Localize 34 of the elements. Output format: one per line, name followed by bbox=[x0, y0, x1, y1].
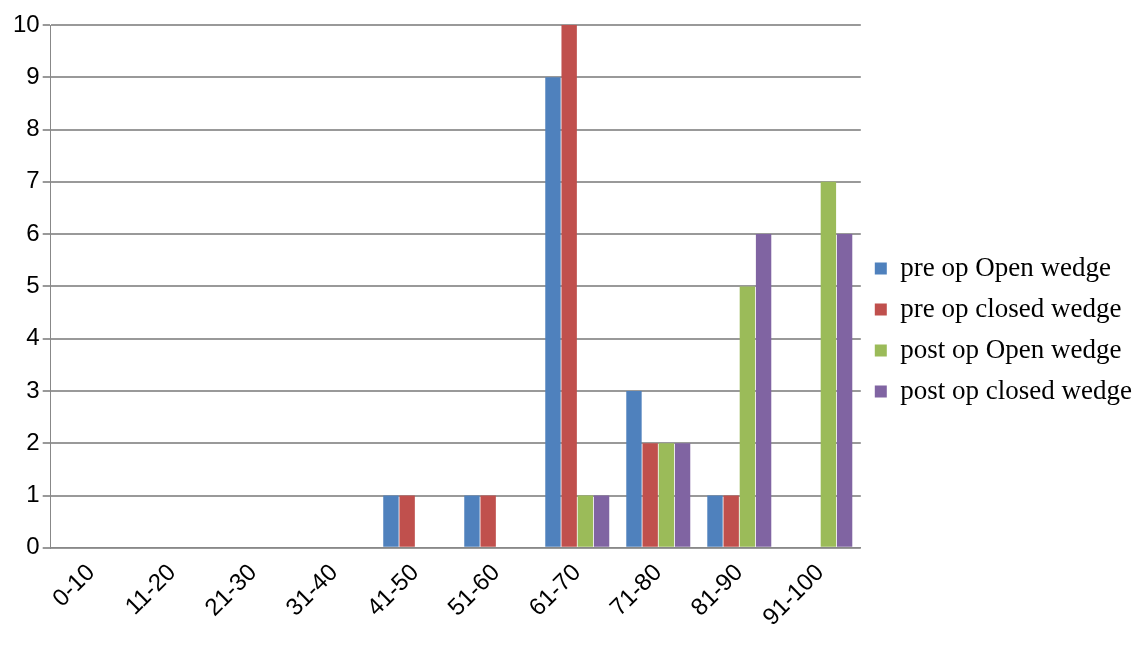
bar bbox=[723, 495, 739, 547]
x-tick-label: 0-10 bbox=[46, 558, 100, 612]
y-tick-label: 0 bbox=[26, 532, 40, 560]
y-tick-label: 8 bbox=[26, 114, 40, 142]
bar bbox=[674, 443, 691, 547]
legend-label: post op closed wedge bbox=[900, 374, 1133, 405]
y-tick-label: 3 bbox=[26, 375, 40, 403]
y-tick-label: 7 bbox=[26, 166, 40, 194]
bar bbox=[820, 181, 837, 547]
y-tick-label: 4 bbox=[26, 323, 40, 351]
y-tick-label: 2 bbox=[26, 427, 40, 455]
y-tick-label: 6 bbox=[26, 218, 40, 246]
bar bbox=[658, 443, 675, 547]
legend-label: pre op closed wedge bbox=[900, 292, 1122, 323]
bar bbox=[480, 495, 496, 547]
y-tick-label: 9 bbox=[26, 61, 40, 89]
bar bbox=[464, 495, 480, 547]
bar bbox=[399, 495, 415, 547]
bar bbox=[383, 495, 399, 547]
bar bbox=[577, 495, 594, 547]
bar bbox=[755, 234, 772, 547]
legend-label: pre op Open wedge bbox=[900, 251, 1111, 282]
bar bbox=[593, 495, 610, 547]
y-tick-label: 1 bbox=[26, 480, 40, 508]
bar bbox=[836, 234, 853, 547]
bar bbox=[626, 390, 642, 547]
bar bbox=[707, 495, 723, 547]
bar bbox=[545, 77, 561, 547]
bar bbox=[739, 286, 756, 547]
y-tick-label: 5 bbox=[26, 271, 40, 299]
bar bbox=[561, 25, 577, 547]
y-tick-label: 10 bbox=[12, 9, 40, 37]
bar bbox=[642, 443, 658, 547]
legend-label: post op Open wedge bbox=[900, 333, 1122, 364]
